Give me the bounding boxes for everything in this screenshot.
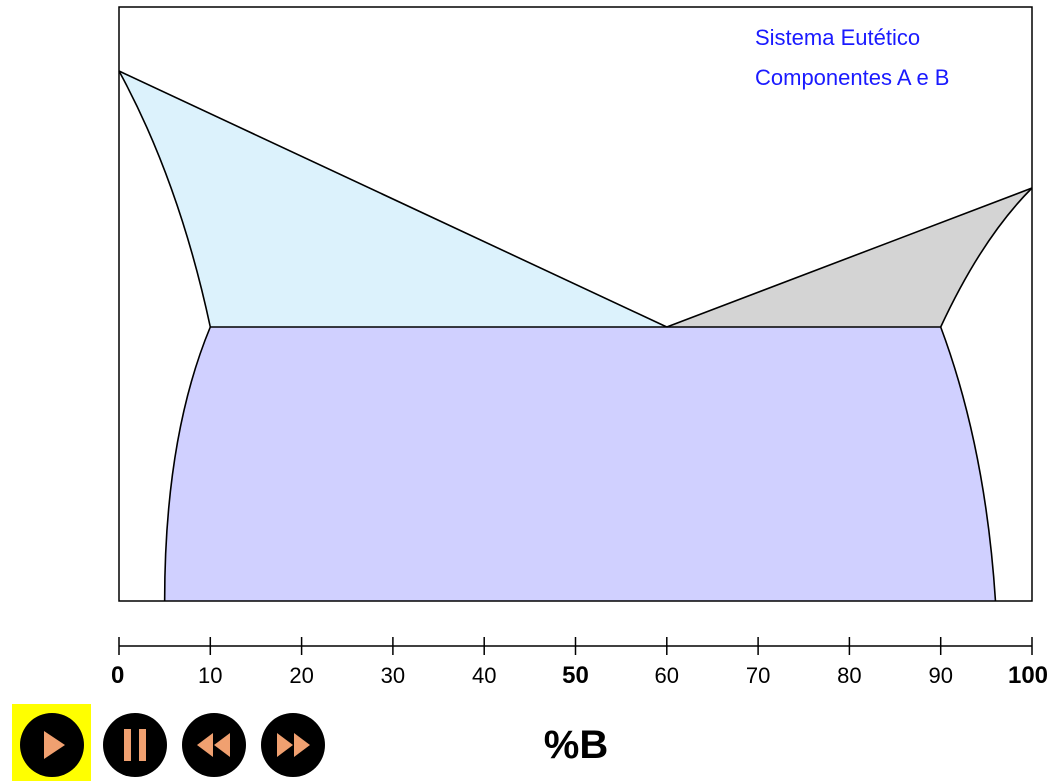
rewind-button[interactable] [182, 713, 246, 777]
axis-tick-label: 20 [289, 663, 313, 688]
axis-tick-label: 90 [928, 663, 952, 688]
region-alpha-beta [164, 327, 996, 601]
fast-forward-button[interactable] [261, 713, 325, 777]
pause-button[interactable] [103, 713, 167, 777]
axis-tick-label: 70 [746, 663, 770, 688]
axis-title: %B [544, 723, 608, 767]
axis-tick-label: 10 [198, 663, 222, 688]
solidus-alpha [118, 70, 212, 328]
solvus-alpha [163, 326, 212, 602]
liquidus-b [666, 187, 1033, 328]
liquidus-a [118, 70, 668, 328]
axis-tick-label: 40 [472, 663, 496, 688]
diagram-title: Sistema Eutético Componentes A e B [755, 25, 949, 90]
axis-tick-label: 0 [111, 662, 124, 689]
fast-forward-icon [277, 733, 310, 757]
play-icon [44, 731, 65, 759]
title-line-2: Componentes A e B [755, 65, 949, 90]
axis-title-layer: %B [544, 723, 608, 767]
pause-icon [124, 729, 146, 761]
axis-tick-label: 50 [562, 662, 589, 689]
phase-regions [118, 70, 1033, 602]
axis-tick-label: 100 [1008, 662, 1048, 689]
composition-axis: 0 10 20 30 40 50 60 70 80 90 100 [111, 637, 1048, 689]
solidus-beta [939, 187, 1033, 328]
axis-tick-label: 30 [381, 663, 405, 688]
title-line-1: Sistema Eutético [755, 25, 920, 50]
axis-tick-label: 60 [655, 663, 679, 688]
solvus-beta [939, 326, 997, 602]
phase-diagram: Sistema Eutético Componentes A e B 0 10 20… [111, 6, 1048, 689]
rewind-icon [197, 733, 230, 757]
play-button[interactable] [20, 713, 84, 777]
plot-frame [118, 6, 1033, 602]
axis-tick-label: 80 [837, 663, 861, 688]
